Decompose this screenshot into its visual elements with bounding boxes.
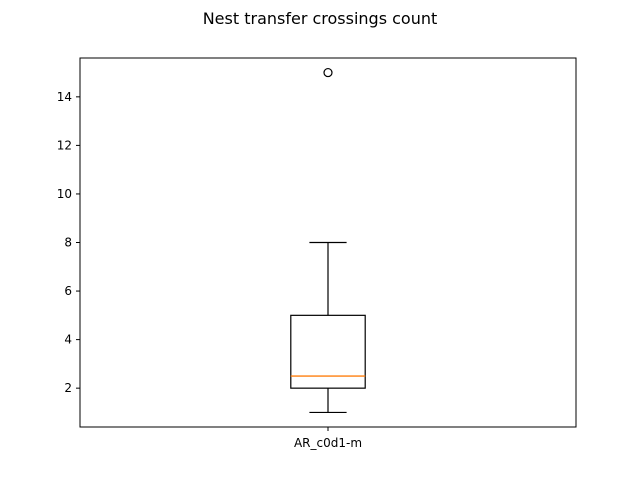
box-iqr bbox=[290, 314, 366, 389]
chart-title: Nest transfer crossings count bbox=[203, 9, 438, 28]
y-tick-label: 8 bbox=[64, 236, 72, 250]
x-tick-label: AR_c0d1-m bbox=[294, 436, 362, 450]
y-tick-label: 6 bbox=[64, 284, 72, 298]
y-tick-label: 10 bbox=[57, 187, 72, 201]
y-axis: 2 4 6 8 10 12 14 bbox=[57, 90, 80, 395]
box-plot-series bbox=[290, 67, 366, 414]
y-tick-label: 12 bbox=[57, 138, 72, 152]
y-tick-label: 4 bbox=[64, 333, 72, 347]
y-tick-label: 14 bbox=[57, 90, 72, 104]
y-tick-label: 2 bbox=[64, 381, 72, 395]
x-axis: AR_c0d1-m bbox=[294, 427, 362, 450]
outlier-point bbox=[323, 67, 333, 78]
